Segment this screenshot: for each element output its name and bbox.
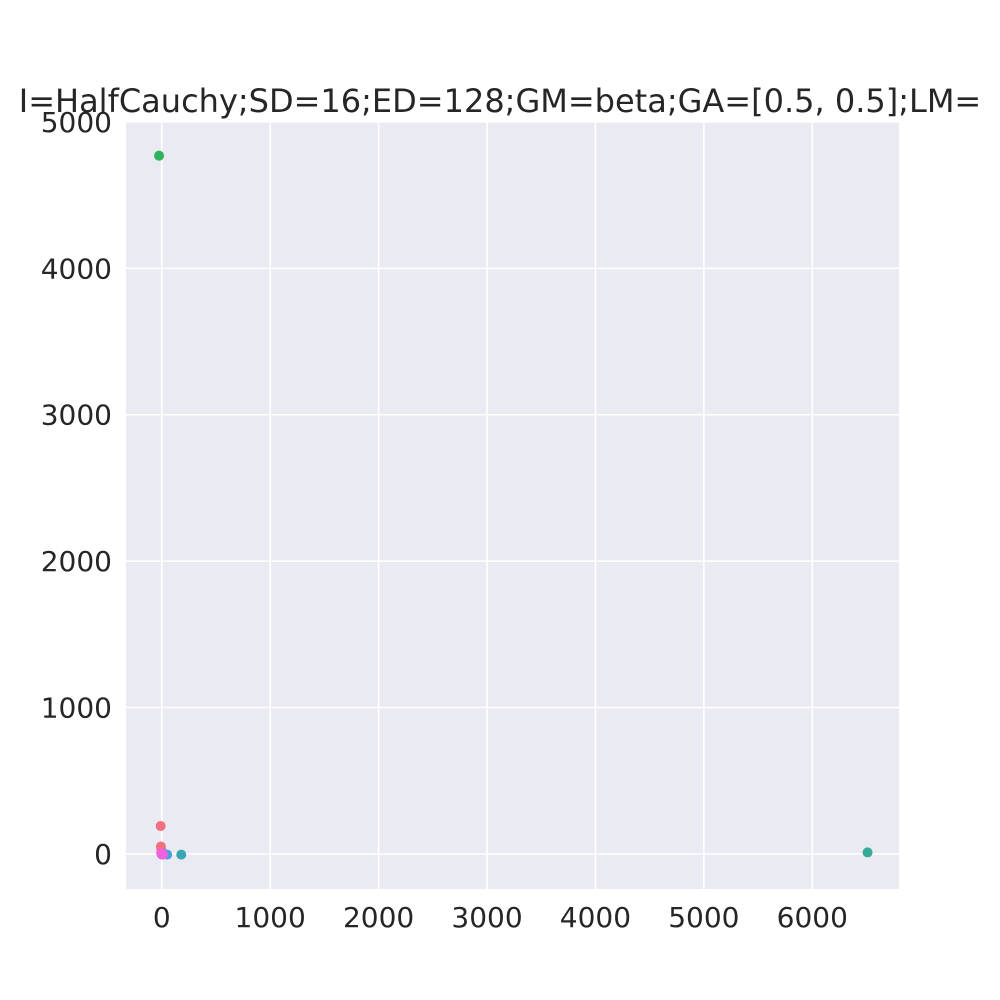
x-tick-label: 6000 xyxy=(777,901,848,934)
chart-title: I=HalfCauchy;SD=16;ED=128;GM=beta;GA=[0.… xyxy=(19,82,981,120)
x-tick-label: 4000 xyxy=(560,901,631,934)
scatter-point xyxy=(155,821,166,832)
scatter-point xyxy=(156,848,167,859)
x-tick-label: 5000 xyxy=(668,901,739,934)
y-tick-label: 5000 xyxy=(41,106,112,139)
x-axis-ticks: 0 1000 2000 3000 4000 5000 6000 xyxy=(153,901,848,934)
x-tick-label: 1000 xyxy=(235,901,306,934)
scatter-point xyxy=(154,150,165,161)
x-tick-label: 2000 xyxy=(343,901,414,934)
x-tick-label: 0 xyxy=(153,901,171,934)
y-tick-label: 2000 xyxy=(41,545,112,578)
grid-lines xyxy=(126,121,899,889)
scatter-point xyxy=(176,849,187,860)
scatter-point xyxy=(862,847,873,858)
y-tick-label: 3000 xyxy=(41,399,112,432)
plot-area xyxy=(126,122,899,889)
y-axis-ticks: 0 1000 2000 3000 4000 5000 xyxy=(41,106,112,871)
x-tick-label: 3000 xyxy=(451,901,522,934)
y-tick-label: 4000 xyxy=(41,252,112,285)
data-points xyxy=(154,150,873,860)
y-tick-label: 1000 xyxy=(41,691,112,724)
y-tick-label: 0 xyxy=(94,838,112,871)
